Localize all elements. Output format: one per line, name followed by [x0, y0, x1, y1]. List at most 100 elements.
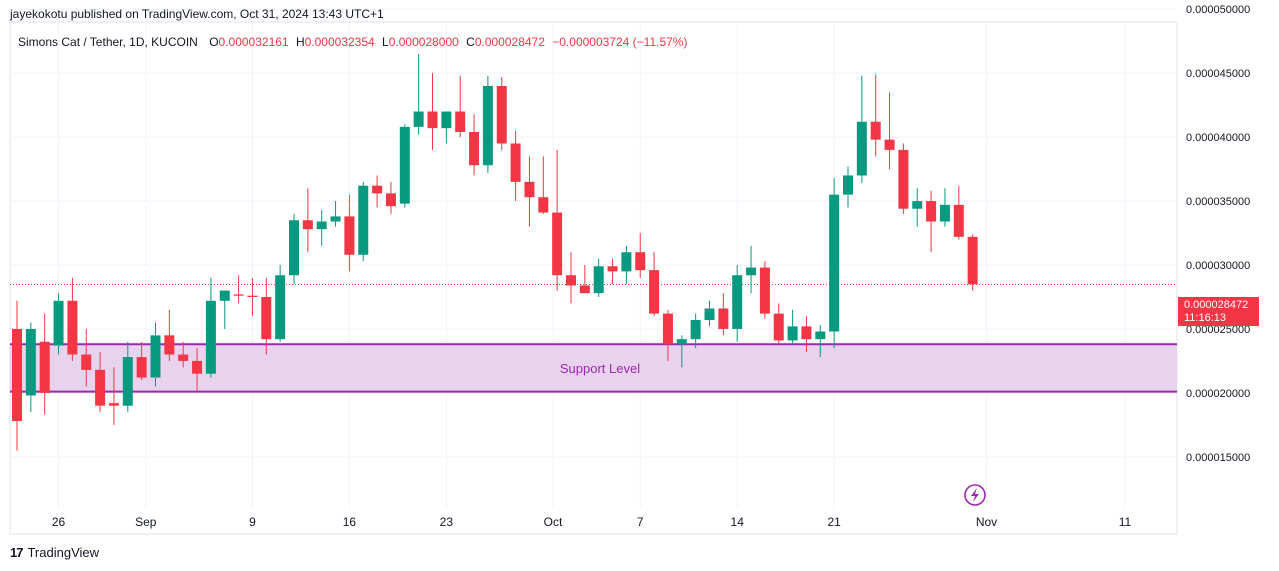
candle[interactable]	[330, 201, 341, 227]
x-tick-label: 11	[1119, 515, 1132, 529]
candle[interactable]	[801, 316, 812, 352]
candle-body	[385, 193, 396, 207]
candle[interactable]	[649, 252, 660, 317]
candle[interactable]	[261, 277, 272, 355]
candle[interactable]	[746, 245, 757, 294]
candle[interactable]	[704, 300, 715, 327]
candle[interactable]	[469, 114, 480, 176]
candle-body	[95, 369, 106, 406]
candle[interactable]	[205, 277, 216, 378]
candle[interactable]	[787, 309, 798, 345]
candle[interactable]	[926, 190, 937, 253]
candle[interactable]	[67, 277, 78, 361]
candle-body	[150, 335, 161, 378]
candle[interactable]	[593, 258, 604, 297]
candle[interactable]	[192, 348, 203, 391]
low-value: 0.000028000	[388, 35, 459, 49]
candle[interactable]	[136, 341, 147, 381]
candle[interactable]	[690, 313, 701, 349]
x-tick-label: Oct	[544, 515, 563, 529]
candle[interactable]	[676, 335, 687, 368]
candle[interactable]	[607, 258, 618, 285]
candle[interactable]	[815, 325, 826, 358]
low-label: L	[382, 35, 389, 49]
candle-body	[358, 185, 369, 255]
grid-lines	[10, 8, 1177, 508]
candle[interactable]	[538, 156, 549, 214]
candle[interactable]	[843, 166, 853, 208]
candle[interactable]	[455, 75, 466, 138]
candle[interactable]	[316, 210, 327, 246]
candle-body	[690, 319, 701, 340]
candle-body	[552, 212, 563, 276]
candle[interactable]	[39, 313, 50, 415]
candle-body	[496, 85, 507, 144]
candle[interactable]	[496, 76, 507, 150]
candle[interactable]	[441, 111, 452, 144]
candle[interactable]	[413, 53, 424, 135]
symbol-title[interactable]: Simons Cat / Tether, 1D, KUCOIN	[18, 35, 198, 49]
candle[interactable]	[829, 178, 840, 349]
candle[interactable]	[759, 261, 770, 319]
candles[interactable]	[12, 53, 978, 451]
candle[interactable]	[579, 265, 590, 294]
x-tick-label: 7	[637, 515, 644, 529]
candle[interactable]	[566, 252, 576, 304]
countdown-label: 11:16:13	[1184, 312, 1227, 324]
candle-body	[205, 300, 216, 374]
support-zone-fill	[10, 344, 1177, 392]
candle[interactable]	[399, 124, 410, 208]
candle[interactable]	[53, 293, 64, 355]
candle-body	[815, 331, 826, 340]
candle[interactable]	[95, 351, 106, 413]
candle[interactable]	[635, 233, 646, 278]
x-tick-label: 14	[731, 515, 745, 529]
candle[interactable]	[164, 309, 175, 361]
candle-body	[108, 403, 119, 406]
candle[interactable]	[524, 156, 535, 227]
candle[interactable]	[552, 149, 563, 291]
candle[interactable]	[773, 303, 784, 345]
candle[interactable]	[427, 73, 438, 150]
publisher-line: jayekokotu published on TradingView.com,…	[10, 7, 384, 21]
candle[interactable]	[12, 300, 22, 451]
candle-body	[164, 335, 175, 355]
candle[interactable]	[247, 277, 258, 317]
candle[interactable]	[358, 181, 369, 262]
candle[interactable]	[344, 194, 355, 272]
candle[interactable]	[621, 245, 632, 285]
candle[interactable]	[898, 143, 909, 214]
candle[interactable]	[122, 341, 133, 413]
candle[interactable]	[718, 293, 729, 336]
candle[interactable]	[289, 213, 299, 285]
candle[interactable]	[662, 309, 673, 361]
candle[interactable]	[732, 265, 743, 342]
candle[interactable]	[912, 188, 923, 227]
high-value: 0.000032354	[304, 35, 375, 49]
candle-body	[81, 354, 92, 370]
lightning-icon[interactable]	[964, 484, 986, 506]
candle[interactable]	[953, 185, 964, 240]
candle[interactable]	[856, 75, 867, 184]
candle[interactable]	[25, 322, 36, 413]
candle[interactable]	[482, 75, 493, 173]
candle[interactable]	[939, 188, 950, 227]
candle[interactable]	[219, 290, 230, 329]
candle[interactable]	[108, 367, 119, 425]
candle[interactable]	[870, 74, 881, 157]
candle[interactable]	[372, 175, 383, 208]
footer-brand[interactable]: 17 TradingView	[10, 545, 99, 560]
candle[interactable]	[967, 234, 978, 291]
candle[interactable]	[510, 130, 521, 202]
candle[interactable]	[302, 188, 313, 253]
candle[interactable]	[385, 181, 396, 214]
candle[interactable]	[150, 322, 161, 387]
candle[interactable]	[178, 341, 189, 368]
candle[interactable]	[275, 265, 286, 342]
candle[interactable]	[884, 92, 895, 170]
candle-body	[427, 111, 438, 129]
candle[interactable]	[233, 275, 244, 304]
candle-body	[67, 300, 78, 355]
candle[interactable]	[81, 328, 92, 387]
